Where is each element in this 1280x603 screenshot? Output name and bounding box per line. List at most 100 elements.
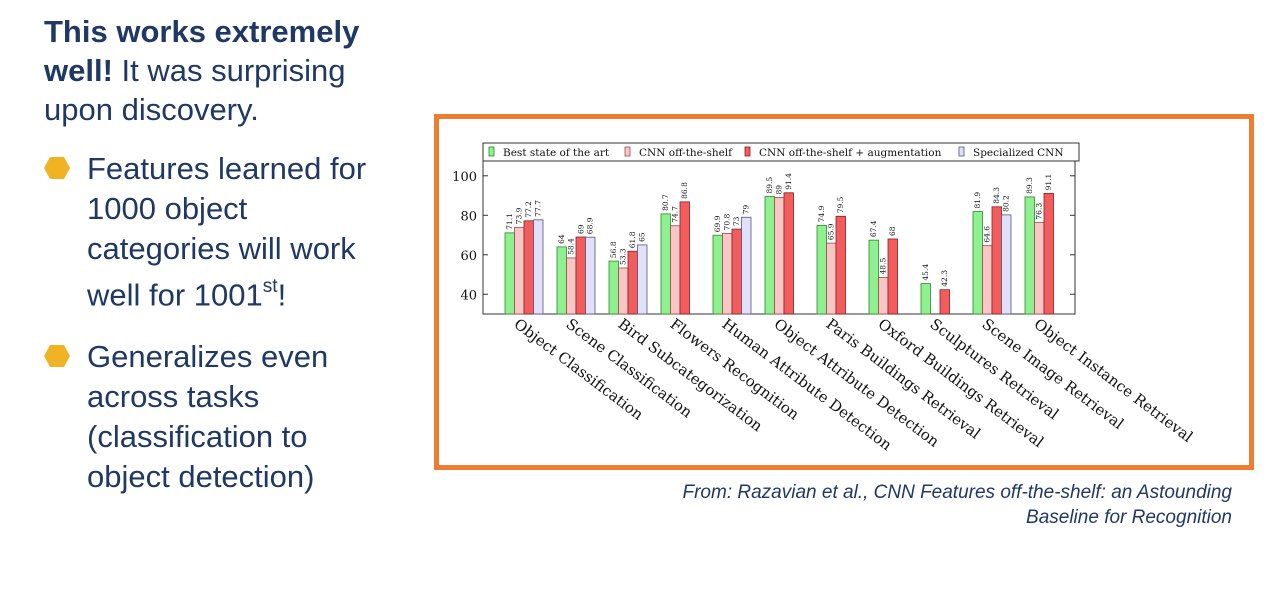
- bullet-item-features: Features learned for 1000 object categor…: [44, 149, 384, 315]
- bar: [566, 257, 577, 315]
- bar: [868, 239, 879, 315]
- bar: [712, 234, 723, 315]
- legend-label: Specialized CNN: [973, 147, 1064, 159]
- bar: [1024, 196, 1035, 315]
- bullet-list: Features learned for 1000 object categor…: [44, 149, 384, 497]
- y-tick-label: 80: [460, 209, 477, 224]
- bar: [1001, 214, 1012, 315]
- bar-value-label: 80.7: [661, 194, 670, 211]
- figure-caption: From: Razavian et al., CNN Features off-…: [532, 480, 1233, 530]
- hexagon-bullet-icon: [44, 345, 70, 368]
- bar: [731, 228, 742, 315]
- bar-value-label: 58.4: [567, 238, 576, 255]
- bar: [764, 196, 775, 315]
- bar-value-label: 79.5: [836, 196, 845, 213]
- bar-value-label: 84.3: [992, 187, 1001, 204]
- bar: [972, 211, 983, 315]
- bar: [504, 232, 515, 315]
- bullet-item-generalizes: Generalizes even across tasks (classific…: [44, 337, 384, 497]
- bar: [774, 197, 785, 315]
- bar-value-label: 68: [888, 226, 897, 236]
- intro-rest: It was surprising upon discovery.: [44, 53, 346, 127]
- bar: [1043, 192, 1054, 315]
- bar-value-label: 89.5: [765, 177, 774, 194]
- bar-value-label: 48.5: [879, 258, 888, 275]
- bar-value-label: 65: [638, 232, 647, 242]
- hexagon-bullet-icon: [44, 157, 70, 179]
- bar: [670, 225, 681, 315]
- bar: [826, 242, 837, 315]
- legend-label: CNN off-the-shelf: [639, 147, 733, 159]
- bar-value-label: 91.4: [784, 173, 793, 190]
- bar: [939, 289, 950, 315]
- bar: [920, 283, 931, 315]
- bar: [982, 245, 993, 315]
- legend-label: CNN off-the-shelf + augmentation: [759, 147, 942, 159]
- bar-value-label: 42.3: [940, 270, 949, 287]
- bar-value-label: 70.8: [723, 214, 732, 231]
- bar-value-label: 76.3: [1035, 203, 1044, 220]
- bar-value-label: 65.9: [827, 223, 836, 240]
- bar: [585, 236, 596, 315]
- bar-value-label: 73: [732, 216, 741, 226]
- bar-value-label: 79: [742, 204, 751, 214]
- bar-value-label: 64: [557, 234, 566, 244]
- bar: [523, 220, 534, 315]
- bar-value-label: 86.8: [680, 182, 689, 199]
- bar-value-label: 91.1: [1044, 174, 1053, 191]
- bar-value-label: 68.9: [586, 217, 595, 234]
- intro-bold: This works extremely well!: [44, 14, 360, 88]
- bar: [533, 219, 544, 315]
- legend-swatch: [958, 146, 965, 157]
- bar: [660, 213, 671, 315]
- bar: [679, 201, 690, 315]
- y-tick-label: 40: [460, 288, 477, 303]
- bar-value-label: 89.3: [1025, 177, 1034, 194]
- caption-line-2: Baseline for Recognition: [1026, 507, 1232, 528]
- bar-value-label: 77.7: [534, 200, 543, 217]
- bar-value-label: 89: [775, 185, 784, 195]
- bar-value-label: 53.3: [619, 248, 628, 265]
- bar-value-label: 81.9: [973, 192, 982, 209]
- bar: [618, 267, 629, 315]
- legend-swatch: [488, 146, 495, 157]
- legend-swatch: [744, 146, 751, 157]
- bullet-features-end: !: [277, 277, 287, 313]
- bar-value-label: 45.4: [921, 264, 930, 281]
- bar: [575, 236, 586, 315]
- legend-swatch: [624, 146, 631, 157]
- bar: [741, 216, 752, 315]
- bar: [722, 233, 733, 315]
- bar-value-label: 73.9: [515, 207, 524, 224]
- caption-line-1: From: Razavian et al., CNN Features off-…: [682, 482, 1233, 503]
- bar: [1034, 222, 1045, 315]
- bar-value-label: 64.6: [983, 226, 992, 243]
- bar: [637, 244, 648, 315]
- chart-frame: 40 60 80 100 71.1 73.9 77.2 77.7 Object Classifi…: [434, 114, 1254, 470]
- bar: [816, 224, 827, 315]
- y-tick-label: 60: [460, 249, 477, 264]
- bullet-generalizes-text: Generalizes even across tasks (classific…: [87, 339, 329, 495]
- bar: [835, 215, 846, 315]
- intro-paragraph: This works extremely well! It was surpri…: [44, 12, 384, 129]
- y-tick-label: 100: [452, 170, 477, 185]
- bar: [556, 246, 567, 315]
- bullet-features-sup: st: [262, 276, 278, 297]
- bar-value-label: 61.8: [628, 231, 637, 248]
- bar-value-label: 74.7: [671, 206, 680, 223]
- legend-box: [482, 142, 1080, 162]
- bar-value-label: 56.8: [609, 241, 618, 258]
- bar: [887, 238, 898, 315]
- bar-value-label: 71.1: [505, 213, 514, 230]
- bar: [878, 277, 889, 315]
- bar: [991, 206, 1002, 315]
- bar-value-label: 69.9: [713, 215, 722, 232]
- bar-value-label: 74.9: [817, 205, 826, 222]
- bar-value-label: 69: [576, 224, 585, 234]
- bar-value-label: 67.4: [869, 220, 878, 237]
- bullet-features-text: Features learned for 1000 object categor…: [87, 151, 367, 313]
- bar-value-label: 77.2: [524, 201, 533, 218]
- bar: [783, 192, 794, 315]
- legend-label: Best state of the art: [503, 147, 610, 159]
